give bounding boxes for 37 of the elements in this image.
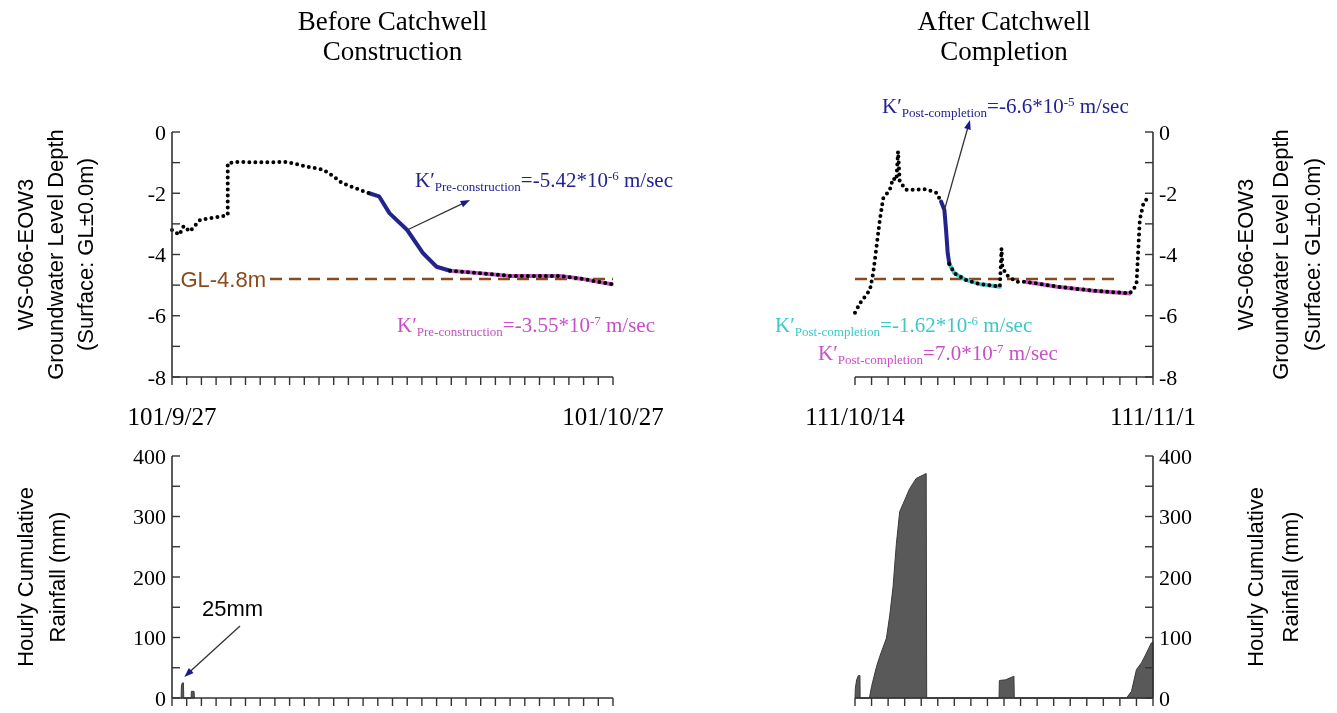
y-tick-label: 100	[133, 625, 166, 651]
y-tick-label: 300	[133, 504, 166, 530]
y-tick-label: -2	[1159, 180, 1178, 206]
y-tick-label: -4	[1159, 242, 1178, 268]
y-tick-label: 0	[155, 119, 166, 145]
y-axis-title: Hourly Cumulative Rainfall (mm)	[1242, 487, 1303, 667]
y-tick-label: 300	[1159, 504, 1192, 530]
y-tick-label: 0	[155, 685, 166, 711]
x-tick-label: 101/10/27	[562, 403, 664, 430]
y-tick-label: 400	[133, 443, 166, 469]
x-tick-label: 111/11/1	[1109, 403, 1197, 430]
chart-title: After Catchwell Completion	[917, 6, 1091, 66]
annotation: 25mm	[202, 596, 264, 621]
y-tick-label: 200	[1159, 564, 1192, 590]
y-tick-label: 200	[133, 564, 166, 590]
y-tick-label: -6	[147, 303, 166, 329]
y-tick-label: 400	[1159, 443, 1192, 469]
y-axis-title: WS-066-EOW3 Groundwater Level Depth (Surface: GL±0.0m)	[12, 129, 98, 380]
x-tick-label: 101/9/27	[127, 403, 217, 430]
y-tick-label: -2	[147, 180, 166, 206]
x-tick-label: 111/10/14	[805, 403, 906, 430]
chart-title: Before Catchwell Construction	[297, 6, 488, 66]
y-tick-label: 0	[1159, 685, 1170, 711]
y-tick-label: -8	[1159, 364, 1178, 390]
y-tick-label: -4	[147, 242, 166, 268]
text: K′$_{Post-completion}$=-6.6*10$^{-5}$ m/sec	[882, 93, 1129, 120]
y-tick-label: 100	[1159, 625, 1192, 651]
y-tick-label: -8	[147, 364, 166, 390]
y-tick-label: -6	[1159, 303, 1178, 329]
y-axis-title: Hourly Cumulative Rainfall (mm)	[12, 487, 70, 667]
y-tick-label: 0	[1159, 119, 1170, 145]
series-label: K′$_{Post-completion}$=-1.62*10$^{-6}$ m/sec	[775, 312, 1033, 339]
series-label: K′$_{Pre-construction}$=-5.42*10$^{-6}$ m/sec	[415, 167, 673, 194]
ref-line-label: GL-4.8m	[180, 267, 266, 292]
text: K′$_{Post-completion}$=7.0*10$^{-7}$ m/sec	[818, 340, 1058, 367]
y-axis-title: WS-066-EOW3 Groundwater Level Depth (Surface: GL±0.0m)	[1232, 129, 1325, 380]
text: K′$_{Pre-construction}$=-3.55*10$^{-7}$ m/sec	[397, 312, 655, 339]
